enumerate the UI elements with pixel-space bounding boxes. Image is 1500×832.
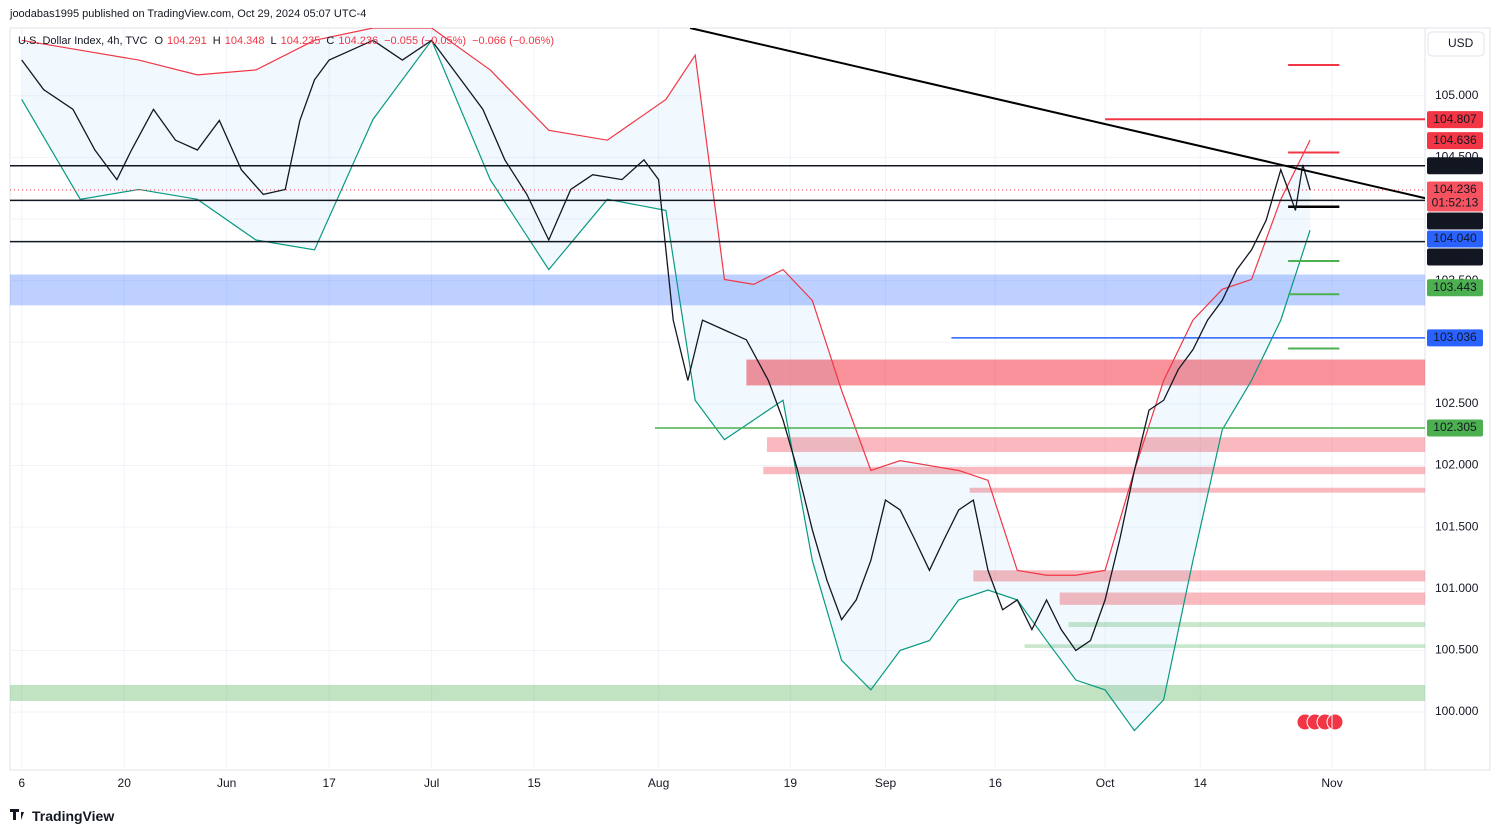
x-tick-label: 20 <box>118 776 132 790</box>
currency: USD <box>1448 36 1474 50</box>
x-tick-label: Jul <box>424 776 439 790</box>
legend-item: 104.348 <box>224 35 265 47</box>
zone <box>746 359 1425 386</box>
x-tick-label: Sep <box>875 776 897 790</box>
y-tick-label: 102.500 <box>1435 396 1479 410</box>
y-tick-label: 102.000 <box>1435 458 1479 472</box>
band-fill <box>21 28 1311 731</box>
countdown: 01:52:13 <box>1432 196 1479 210</box>
currency-box[interactable] <box>1427 31 1485 57</box>
symbol: U.S. Dollar Index, 4h, TVC <box>18 35 148 47</box>
band-upper <box>21 28 1311 576</box>
price-tag-label: 104.807 <box>1433 112 1477 126</box>
zone <box>1024 644 1425 648</box>
x-tick-label: 16 <box>989 776 1003 790</box>
price-tag <box>1427 132 1483 150</box>
chart-frame <box>9 27 1491 771</box>
zone <box>969 487 1425 493</box>
x-tick-label: Jun <box>217 776 236 790</box>
price-tag <box>1427 329 1483 347</box>
y-tick-label: 101.500 <box>1435 519 1479 533</box>
legend-item: 104.291 <box>167 35 207 47</box>
x-tick-label: 6 <box>18 776 25 790</box>
legend-item: H <box>212 35 221 47</box>
y-tick-label: 100.000 <box>1435 704 1479 718</box>
price-tag-label: 103.443 <box>1433 280 1477 294</box>
x-tick-label: Aug <box>648 776 669 790</box>
price-tag <box>1427 157 1483 175</box>
brand: TradingView <box>32 808 115 824</box>
legend-item: L <box>270 35 277 47</box>
price-tag <box>1427 181 1483 212</box>
x-tick-label: Nov <box>1321 776 1342 790</box>
band-lower <box>21 39 1311 732</box>
price-tag <box>1427 212 1483 230</box>
price-tag-label: 104.636 <box>1433 133 1477 147</box>
y-tick-label: 105.000 <box>1435 88 1479 102</box>
legend-item: 104.236 <box>338 35 379 47</box>
x-tick-label: 19 <box>784 776 798 790</box>
price-tag <box>1427 419 1483 437</box>
legend-item: O <box>154 35 164 47</box>
price-tag <box>1427 230 1483 248</box>
legend-item: −0.066 (−0.06%) <box>472 35 555 47</box>
price-tag-label: 102.305 <box>1433 420 1477 434</box>
flags <box>1296 713 1344 731</box>
zone <box>10 274 1425 306</box>
zone <box>1059 592 1425 605</box>
x-tick-label: 17 <box>322 776 336 790</box>
publisher: joodabas1995 published on TradingView.co… <box>10 8 367 20</box>
zone <box>10 684 1425 701</box>
price-tag-label: 103.036 <box>1433 330 1477 344</box>
price-tag <box>1427 279 1483 297</box>
price-line <box>21 39 1311 652</box>
legend-item: 104.235 <box>280 35 321 47</box>
price-tag-label: 104.040 <box>1433 231 1477 245</box>
x-tick-label: 14 <box>1194 776 1208 790</box>
legend: U.S. Dollar Index, 4h, TVC O 104.291 H 104.… <box>18 35 560 47</box>
plot <box>10 28 1425 770</box>
y-tick-label: 101.000 <box>1435 581 1479 595</box>
price-tag-label: 104.432 <box>1433 158 1477 172</box>
legend-item: −0.055 (−0.05%) <box>384 35 467 47</box>
legend-item: C <box>326 35 335 47</box>
zone <box>766 437 1425 452</box>
zone <box>763 466 1425 475</box>
brand-logo <box>10 809 24 820</box>
price-tag-label: 103.817 <box>1433 249 1477 263</box>
price-tag <box>1427 111 1483 129</box>
x-tick-label: Oct <box>1096 776 1115 790</box>
y-tick-label: 100.500 <box>1435 643 1479 657</box>
price-tag-label: 104.236 <box>1433 182 1477 196</box>
zone <box>973 570 1425 582</box>
zone <box>1068 622 1425 628</box>
price-tag <box>1427 248 1483 266</box>
x-tick-label: 15 <box>527 776 541 790</box>
trendline <box>689 28 1425 200</box>
price-tag-label: 104.151 <box>1433 213 1477 227</box>
